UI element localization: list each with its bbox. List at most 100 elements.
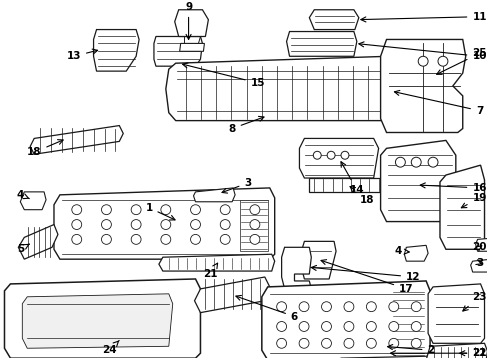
Circle shape (101, 205, 111, 215)
Polygon shape (426, 343, 488, 360)
Text: 14: 14 (341, 162, 364, 195)
Circle shape (131, 234, 141, 244)
Text: 5: 5 (17, 244, 29, 254)
Polygon shape (381, 40, 466, 132)
Text: 21: 21 (391, 348, 487, 358)
Circle shape (395, 157, 405, 167)
Text: 17: 17 (321, 260, 414, 294)
Text: 3: 3 (476, 258, 483, 268)
Circle shape (321, 302, 331, 312)
Text: 2: 2 (388, 345, 435, 355)
Bar (240, 200, 268, 251)
Circle shape (250, 234, 260, 244)
Polygon shape (195, 277, 270, 312)
Polygon shape (4, 279, 200, 358)
Text: 9: 9 (185, 2, 192, 39)
Circle shape (277, 338, 287, 348)
Text: 10: 10 (359, 42, 487, 61)
Circle shape (131, 205, 141, 215)
Polygon shape (299, 139, 379, 178)
Circle shape (321, 321, 331, 332)
Circle shape (191, 220, 200, 229)
Circle shape (367, 302, 376, 312)
Circle shape (367, 338, 376, 348)
Polygon shape (166, 56, 396, 121)
Circle shape (344, 321, 354, 332)
Circle shape (411, 321, 421, 332)
Circle shape (161, 205, 171, 215)
Polygon shape (94, 30, 139, 71)
Circle shape (344, 302, 354, 312)
Polygon shape (282, 247, 311, 289)
Polygon shape (309, 10, 359, 30)
Polygon shape (476, 237, 490, 251)
Text: 4: 4 (395, 246, 409, 256)
Text: 6: 6 (236, 296, 298, 321)
Polygon shape (440, 165, 485, 249)
Polygon shape (180, 44, 204, 51)
Circle shape (313, 151, 321, 159)
Text: 22: 22 (460, 348, 487, 358)
Circle shape (327, 151, 335, 159)
Text: 4: 4 (17, 190, 29, 200)
Polygon shape (428, 284, 485, 343)
Text: 16: 16 (420, 183, 487, 193)
Text: 24: 24 (102, 341, 119, 355)
Circle shape (389, 338, 399, 348)
Circle shape (101, 234, 111, 244)
Circle shape (418, 56, 428, 66)
Text: 3: 3 (222, 178, 251, 193)
Text: 11: 11 (361, 12, 487, 22)
Polygon shape (287, 32, 357, 56)
Circle shape (220, 234, 230, 244)
Circle shape (299, 338, 309, 348)
Text: 18: 18 (350, 186, 374, 205)
Text: 25: 25 (437, 48, 487, 75)
Circle shape (277, 321, 287, 332)
Circle shape (428, 157, 438, 167)
Circle shape (389, 302, 399, 312)
Circle shape (299, 321, 309, 332)
Circle shape (72, 205, 82, 215)
Circle shape (250, 205, 260, 215)
Text: 7: 7 (394, 90, 483, 116)
Polygon shape (159, 254, 275, 271)
Circle shape (220, 205, 230, 215)
Polygon shape (194, 188, 235, 202)
Circle shape (411, 302, 421, 312)
Circle shape (389, 321, 399, 332)
Polygon shape (301, 241, 336, 279)
Circle shape (72, 220, 82, 229)
Text: 15: 15 (183, 63, 265, 88)
Circle shape (344, 338, 354, 348)
Text: 8: 8 (228, 116, 264, 134)
Polygon shape (404, 245, 428, 261)
Circle shape (341, 151, 349, 159)
Circle shape (72, 234, 82, 244)
Circle shape (277, 302, 287, 312)
Text: 21: 21 (203, 263, 218, 279)
Text: 12: 12 (311, 265, 420, 282)
Polygon shape (20, 192, 46, 210)
Circle shape (367, 321, 376, 332)
Polygon shape (471, 257, 490, 272)
Polygon shape (337, 356, 431, 360)
Text: 1: 1 (146, 203, 175, 220)
Circle shape (191, 234, 200, 244)
Polygon shape (23, 294, 173, 348)
Polygon shape (30, 126, 123, 154)
Circle shape (321, 338, 331, 348)
Circle shape (411, 157, 421, 167)
Circle shape (299, 302, 309, 312)
Circle shape (438, 56, 448, 66)
Circle shape (161, 234, 171, 244)
Polygon shape (262, 281, 430, 360)
Circle shape (250, 220, 260, 229)
Text: 19: 19 (461, 193, 487, 208)
Polygon shape (154, 36, 202, 66)
Polygon shape (309, 178, 384, 192)
Circle shape (220, 220, 230, 229)
Polygon shape (381, 140, 456, 221)
Circle shape (411, 338, 421, 348)
Text: 20: 20 (472, 242, 487, 252)
